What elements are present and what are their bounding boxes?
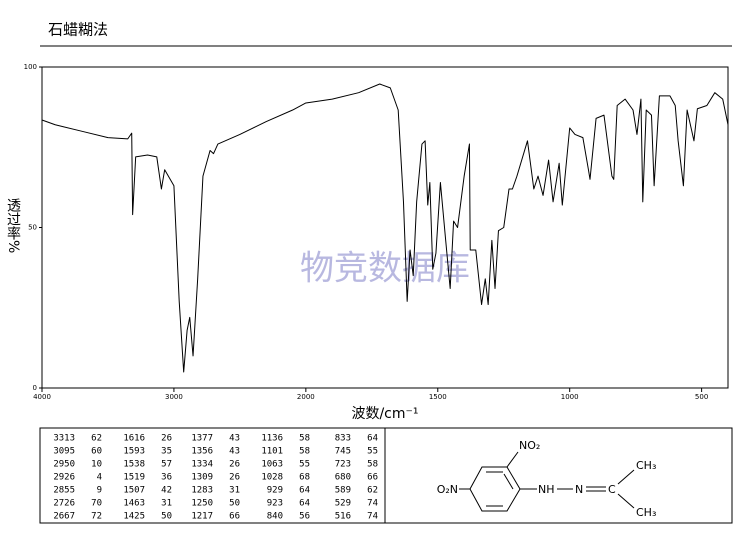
x-tick-label: 1500: [429, 393, 447, 401]
structure-label: C: [608, 483, 616, 496]
peak-transmittance: 9: [97, 486, 102, 496]
y-tick-label: 100: [24, 63, 37, 71]
peak-wavenumber: 1063: [261, 460, 283, 470]
peak-transmittance: 56: [299, 512, 310, 522]
peak-wavenumber: 2926: [53, 473, 75, 483]
structure-label: CH₃: [636, 506, 656, 519]
peak-wavenumber: 1377: [191, 434, 213, 444]
peak-transmittance: 31: [161, 499, 172, 509]
peak-wavenumber: 723: [335, 460, 351, 470]
y-axis-label: 透过率%: [5, 198, 21, 253]
peak-transmittance: 43: [229, 434, 240, 444]
x-axis-label: 波数/cm⁻¹: [351, 406, 418, 422]
peak-wavenumber: 516: [335, 512, 351, 522]
y-tick-label: 50: [28, 224, 37, 232]
peak-wavenumber: 3095: [53, 447, 75, 457]
peak-transmittance: 62: [367, 486, 378, 496]
peak-transmittance: 26: [229, 460, 240, 470]
peak-wavenumber: 1463: [123, 499, 145, 509]
peak-wavenumber: 2726: [53, 499, 75, 509]
structure-label: O₂N: [437, 483, 458, 496]
peak-transmittance: 64: [299, 486, 310, 496]
structure-label: N: [575, 483, 583, 496]
peak-wavenumber: 1616: [123, 434, 145, 444]
plot-frame: [41, 66, 729, 389]
x-tick-label: 2000: [297, 393, 315, 401]
peak-wavenumber: 589: [335, 486, 351, 496]
peak-wavenumber: 1309: [191, 473, 213, 483]
peak-transmittance: 10: [91, 460, 102, 470]
peak-wavenumber: 1519: [123, 473, 145, 483]
page-title: 石蜡糊法: [48, 21, 108, 39]
peak-transmittance: 60: [91, 447, 102, 457]
peak-transmittance: 58: [367, 460, 378, 470]
peak-transmittance: 55: [367, 447, 378, 457]
peak-transmittance: 64: [299, 499, 310, 509]
x-tick-label: 3000: [165, 393, 183, 401]
structure-label: CH₃: [636, 459, 656, 472]
peak-wavenumber: 745: [335, 447, 351, 457]
peak-wavenumber: 923: [267, 499, 283, 509]
x-tick-label: 4000: [33, 393, 51, 401]
peak-wavenumber: 529: [335, 499, 351, 509]
peak-transmittance: 4: [97, 473, 102, 483]
peak-transmittance: 64: [367, 434, 378, 444]
peak-transmittance: 26: [161, 434, 172, 444]
peak-transmittance: 36: [161, 473, 172, 483]
peak-transmittance: 70: [91, 499, 102, 509]
peak-wavenumber: 1101: [261, 447, 283, 457]
peak-wavenumber: 1136: [261, 434, 283, 444]
peak-wavenumber: 2855: [53, 486, 75, 496]
y-tick-label: 0: [33, 384, 37, 392]
peak-wavenumber: 2950: [53, 460, 75, 470]
peak-wavenumber: 929: [267, 486, 283, 496]
peak-wavenumber: 1538: [123, 460, 145, 470]
peak-transmittance: 74: [367, 512, 378, 522]
peak-wavenumber: 3313: [53, 434, 75, 444]
peak-transmittance: 26: [229, 473, 240, 483]
structure-bonds: [459, 451, 635, 512]
peak-wavenumber: 1425: [123, 512, 145, 522]
peak-transmittance: 50: [161, 512, 172, 522]
peak-transmittance: 62: [91, 434, 102, 444]
x-tick-label: 1000: [561, 393, 579, 401]
peak-wavenumber: 840: [267, 512, 283, 522]
peak-wavenumber: 1283: [191, 486, 213, 496]
peak-wavenumber: 1250: [191, 499, 213, 509]
peak-transmittance: 57: [161, 460, 172, 470]
peak-transmittance: 72: [91, 512, 102, 522]
structure-label: NH: [538, 483, 555, 496]
peak-wavenumber: 1593: [123, 447, 145, 457]
structure-label: NO₂: [519, 439, 540, 452]
structure-box: [384, 427, 733, 524]
peak-transmittance: 68: [299, 473, 310, 483]
peak-wavenumber: 1507: [123, 486, 145, 496]
peak-wavenumber: 1028: [261, 473, 283, 483]
peak-wavenumber: 2667: [53, 512, 75, 522]
peak-wavenumber: 833: [335, 434, 351, 444]
peak-transmittance: 58: [299, 434, 310, 444]
peak-transmittance: 66: [229, 512, 240, 522]
watermark: 物竞数据库: [300, 249, 470, 289]
peak-transmittance: 43: [229, 447, 240, 457]
peak-transmittance: 50: [229, 499, 240, 509]
peak-transmittance: 35: [161, 447, 172, 457]
peak-transmittance: 31: [229, 486, 240, 496]
peak-wavenumber: 1217: [191, 512, 213, 522]
x-tick-label: 500: [695, 393, 708, 401]
peak-wavenumber: 680: [335, 473, 351, 483]
peak-transmittance: 42: [161, 486, 172, 496]
peak-transmittance: 58: [299, 447, 310, 457]
peak-wavenumber: 1356: [191, 447, 213, 457]
peak-transmittance: 74: [367, 499, 378, 509]
peak-transmittance: 66: [367, 473, 378, 483]
spectrum-line: [41, 83, 729, 373]
peak-wavenumber: 1334: [191, 460, 213, 470]
peak-transmittance: 55: [299, 460, 310, 470]
